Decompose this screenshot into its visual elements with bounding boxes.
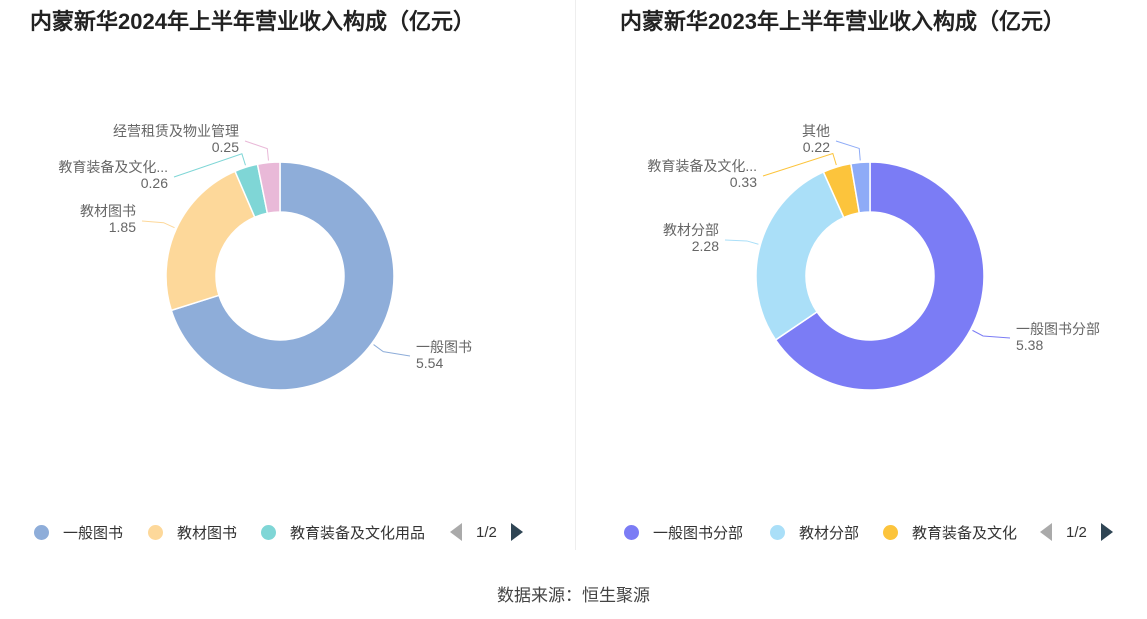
slice-name-label: 经营租赁及物业管理: [113, 123, 239, 139]
leader-line-3: [762, 152, 837, 177]
page-indicator: 1/2: [1066, 523, 1087, 541]
slice-value-label: 0.33: [730, 174, 757, 190]
legend-dot: [883, 524, 898, 540]
prev-page-icon[interactable]: [450, 523, 462, 541]
legend-label: 教材图书: [177, 524, 238, 542]
legend-dot: [34, 524, 49, 540]
chart-title: 内蒙新华2023年上半年营业收入构成（亿元）: [620, 9, 1065, 34]
slice-value-label: 0.26: [141, 175, 168, 191]
donut-slice-1[interactable]: [774, 161, 985, 391]
legend-item-textbook-division[interactable]: 教材分部: [770, 520, 859, 544]
slice-name-label: 其他: [802, 123, 830, 139]
leader-line-3: [173, 153, 246, 178]
legend-pager: 1/2: [1040, 520, 1113, 544]
legend-dot: [624, 524, 639, 540]
slice-value-label: 2.28: [692, 238, 719, 254]
chart-title: 内蒙新华2024年上半年营业收入构成（亿元）: [30, 9, 475, 34]
legend-dot: [261, 524, 276, 540]
legend: 一般图书分部 教材分部 教育装备及文化 1/2: [574, 520, 1147, 546]
leader-line-1: [972, 329, 1011, 339]
legend-pager: 1/2: [450, 520, 523, 544]
legend-dot: [770, 524, 785, 540]
slice-value-label: 5.38: [1016, 337, 1043, 353]
donut-slice-4[interactable]: [850, 161, 871, 214]
leader-line-4: [835, 140, 861, 161]
leader-line-2: [724, 239, 759, 245]
slice-name-label: 教材分部: [663, 222, 719, 238]
page-indicator: 1/2: [476, 523, 497, 541]
legend-label: 教育装备及文化: [912, 524, 1018, 542]
legend-label: 教材分部: [799, 524, 860, 542]
leader-line-4: [244, 140, 269, 161]
donut-slice-4[interactable]: [256, 161, 281, 215]
leader-line-2: [141, 220, 175, 229]
chart-panel-2024: 内蒙新华2024年上半年营业收入构成（亿元） 一般图书 5.54 教材图书 1.85 教…: [0, 0, 573, 560]
slice-name-label: 教材图书: [80, 203, 136, 219]
slice-name-label: 教育装备及文化...: [647, 158, 757, 174]
data-source-note: 数据来源：恒生聚源: [497, 586, 650, 605]
legend: 一般图书 教材图书 教育装备及文化用品 1/2: [0, 520, 573, 546]
slice-name-label: 教育装备及文化...: [58, 159, 168, 175]
next-page-icon[interactable]: [1100, 523, 1113, 541]
slice-name-label: 一般图书分部: [1016, 321, 1100, 337]
donut-slice-2[interactable]: [755, 170, 845, 341]
slice-value-label: 0.22: [803, 139, 830, 155]
legend-item-general-books[interactable]: 一般图书: [34, 520, 123, 544]
legend-item-edu-equipment[interactable]: 教育装备及文化: [883, 520, 1017, 544]
panel-divider: [575, 0, 576, 550]
legend-label: 教育装备及文化用品: [290, 524, 426, 542]
slice-value-label: 0.25: [212, 139, 239, 155]
prev-page-icon[interactable]: [1040, 523, 1052, 541]
legend-item-edu-equipment[interactable]: 教育装备及文化用品: [261, 520, 425, 544]
chart-panel-2023: 内蒙新华2023年上半年营业收入构成（亿元） 一般图书分部 5.38 教材分部 2.2…: [574, 0, 1147, 560]
slice-value-label: 5.54: [416, 355, 443, 371]
donut-slice-2[interactable]: [165, 170, 256, 312]
legend-item-textbooks[interactable]: 教材图书: [148, 520, 237, 544]
slice-name-label: 一般图书: [416, 339, 472, 355]
leader-line-1: [373, 344, 411, 357]
next-page-icon[interactable]: [510, 523, 523, 541]
legend-label: 一般图书: [63, 524, 124, 542]
legend-dot: [148, 524, 163, 540]
legend-item-general-books-division[interactable]: 一般图书分部: [624, 520, 743, 544]
donut-slice-1[interactable]: [170, 161, 395, 391]
legend-label: 一般图书分部: [653, 524, 744, 542]
slice-value-label: 1.85: [109, 219, 136, 235]
